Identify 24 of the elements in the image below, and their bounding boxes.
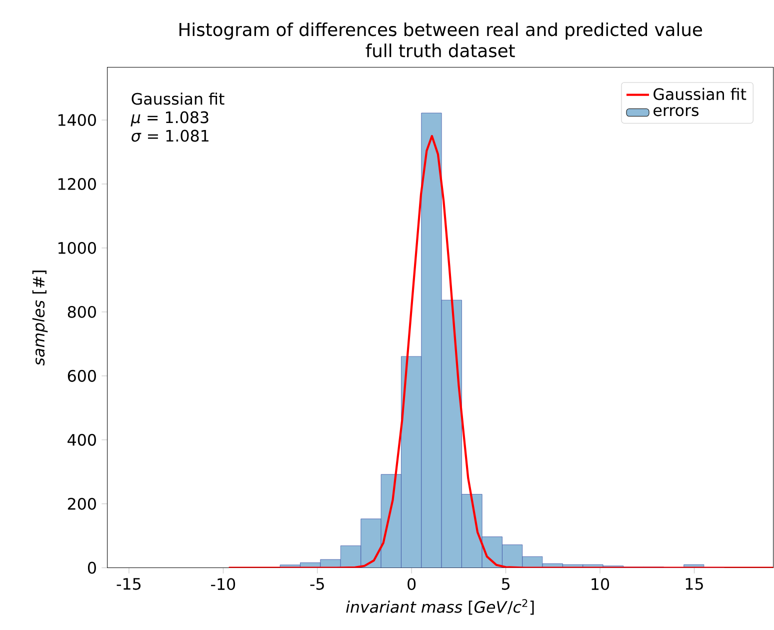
y-tick-label: 1400 [58,114,96,126]
y-tick-label: 400 [68,434,96,446]
y-axis-title: samples [#] [32,270,48,366]
x-tick-label: 15 [686,578,703,590]
legend-label: errors [654,107,698,116]
y-tick-label: 200 [68,498,96,510]
y-tick-label: 0 [88,562,96,574]
x-tick-label: 0 [408,578,416,590]
x-tick-label: 5 [502,578,510,590]
chart-subtitle: full truth dataset [366,44,515,58]
x-axis-title: invariant mass [GeV/c$^{2}$] [346,599,534,615]
x-tick-label: -5 [310,578,324,590]
annotation: μ = 1.083 [130,111,208,126]
legend-label: Gaussian fit [654,88,746,100]
y-tick-label: 1000 [58,242,96,254]
x-tick-label: -10 [211,578,236,590]
y-tick-label: 600 [68,370,96,382]
annotation: σ = 1.081 [132,130,208,142]
y-tick-label: 800 [68,306,96,318]
annotation: Gaussian fit [132,92,224,105]
x-tick-label: 10 [592,578,610,590]
y-tick-label: 1200 [58,178,96,190]
x-tick-label: -15 [116,578,141,590]
chart-title: Histogram of differences between real and predicted value [180,22,702,40]
